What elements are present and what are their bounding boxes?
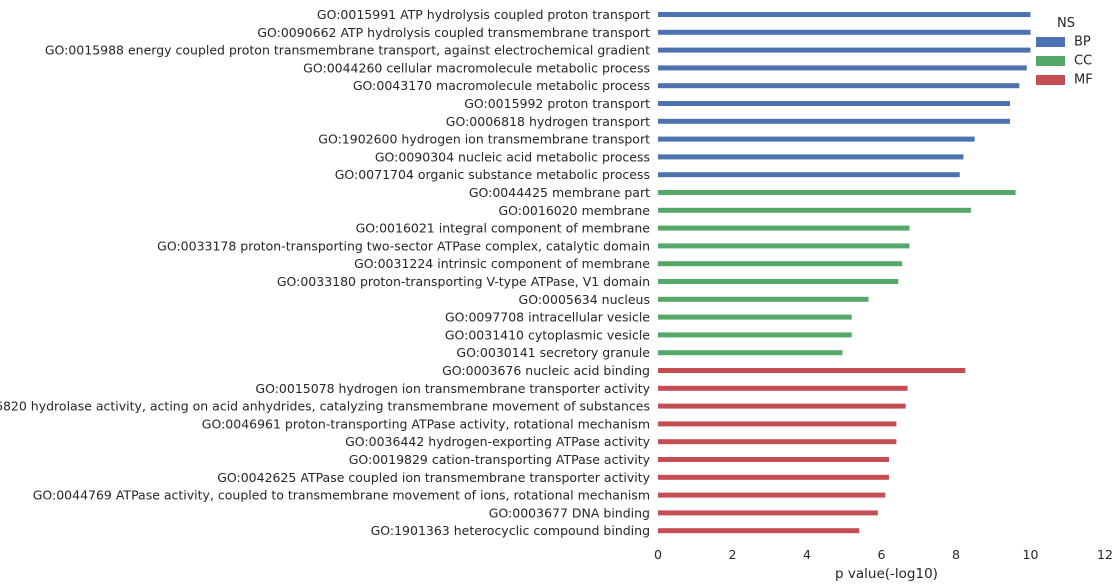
bar-bp [658,47,1031,53]
bar-cc [658,296,869,302]
category-label: GO:0043170 macromolecule metabolic proce… [353,78,650,93]
category-label: GO:0090304 nucleic acid metabolic proces… [375,149,650,164]
bar-mf [658,368,966,373]
category-label: GO:0003676 nucleic acid binding [442,363,650,378]
category-label: GO:0033180 proton-transporting V-type AT… [277,274,650,289]
bars [658,12,1031,534]
x-tick-labels: 0 2 4 6 8 10 12 [654,547,1113,562]
category-label: GO:0016021 integral component of membran… [356,221,651,236]
legend-label-cc: CC [1074,54,1092,69]
category-label: GO:0046961 proton-transporting ATPase ac… [202,416,650,431]
category-label: GO:0003677 DNA binding [489,505,650,520]
category-label: GO:0031410 cytoplasmic vesicle [445,327,650,342]
bar-cc [658,190,1016,195]
bar-mf [658,403,906,409]
bar-cc [658,243,910,249]
bar-mf [658,439,897,445]
bar-cc [658,279,899,284]
legend-swatch-mf [1036,75,1065,85]
bar-bp [658,136,975,142]
x-tick-label: 4 [803,547,811,562]
category-label: GO:0036442 hydrogen-exporting ATPase act… [345,434,650,449]
category-label: GO:0015992 proton transport [464,96,650,111]
bar-cc [658,225,910,231]
bar-mf [658,510,878,516]
x-axis-title: p value(-log10) [835,566,938,582]
x-tick-label: 8 [952,547,960,562]
bar-bp [658,172,960,178]
legend-items: BP CC MF [1036,35,1093,88]
category-label: GO:0019829 cation-transporting ATPase ac… [349,452,651,467]
bar-mf [658,474,889,480]
x-tick-label: 12 [1097,547,1113,562]
legend-label-bp: BP [1074,35,1091,50]
bar-bp [658,83,1020,89]
bar-mf [658,421,897,427]
category-label: GO:0044769 ATPase activity, coupled to t… [33,488,650,503]
bar-bp [658,101,1011,106]
bar-bp [658,65,1027,71]
category-label: GO:0044425 membrane part [469,185,650,200]
category-label: GO:0097708 intracellular vesicle [445,310,650,325]
x-tick-label: 6 [878,547,886,562]
category-label: GO:0030141 secretory granule [456,345,650,360]
bar-bp [658,118,1011,124]
x-tick-label: 0 [654,547,662,562]
bar-mf [658,528,860,534]
category-label: GO:0016020 membrane [498,203,650,218]
category-labels: GO:0015991 ATP hydrolysis coupled proton… [0,7,651,538]
x-tick-label: 2 [729,547,737,562]
legend: NS BP CC MF [1036,16,1093,88]
bar-bp [658,12,1031,17]
bar-mf [658,492,886,498]
category-label: GO:0044260 cellular macromolecule metabo… [303,60,650,75]
legend-title: NS [1057,16,1075,31]
legend-swatch-bp [1036,37,1065,47]
bar-cc [658,350,843,356]
category-label: GO:1901363 heterocyclic compound binding [371,523,650,538]
bar-bp [658,154,964,160]
legend-label-mf: MF [1074,73,1093,88]
category-label: GO:0016820 hydrolase activity, acting on… [0,399,650,414]
x-tick-label: 10 [1023,547,1039,562]
bar-cc [658,314,852,320]
category-label: GO:0033178 proton-transporting two-secto… [157,238,650,253]
category-label: GO:0015078 hydrogen ion transmembrane tr… [255,381,650,396]
legend-swatch-cc [1036,56,1065,66]
bar-cc [658,332,852,338]
category-label: GO:0005634 nucleus [519,292,650,307]
category-label: GO:0031224 intrinsic component of membra… [354,256,650,271]
bar-cc [658,261,902,267]
category-label: GO:1902600 hydrogen ion transmembrane tr… [318,132,650,147]
category-label: GO:0006818 hydrogen transport [446,114,650,129]
bar-mf [658,385,908,391]
category-label: GO:0071704 organic substance metabolic p… [335,167,650,182]
category-label: GO:0015988 energy coupled proton transme… [45,43,650,58]
category-label: GO:0042625 ATPase coupled ion transmembr… [217,470,650,485]
category-label: GO:0015991 ATP hydrolysis coupled proton… [317,7,650,22]
category-label: GO:0090662 ATP hydrolysis coupled transm… [257,25,650,40]
bar-mf [658,457,889,462]
bar-cc [658,207,971,213]
bar-bp [658,29,1031,35]
